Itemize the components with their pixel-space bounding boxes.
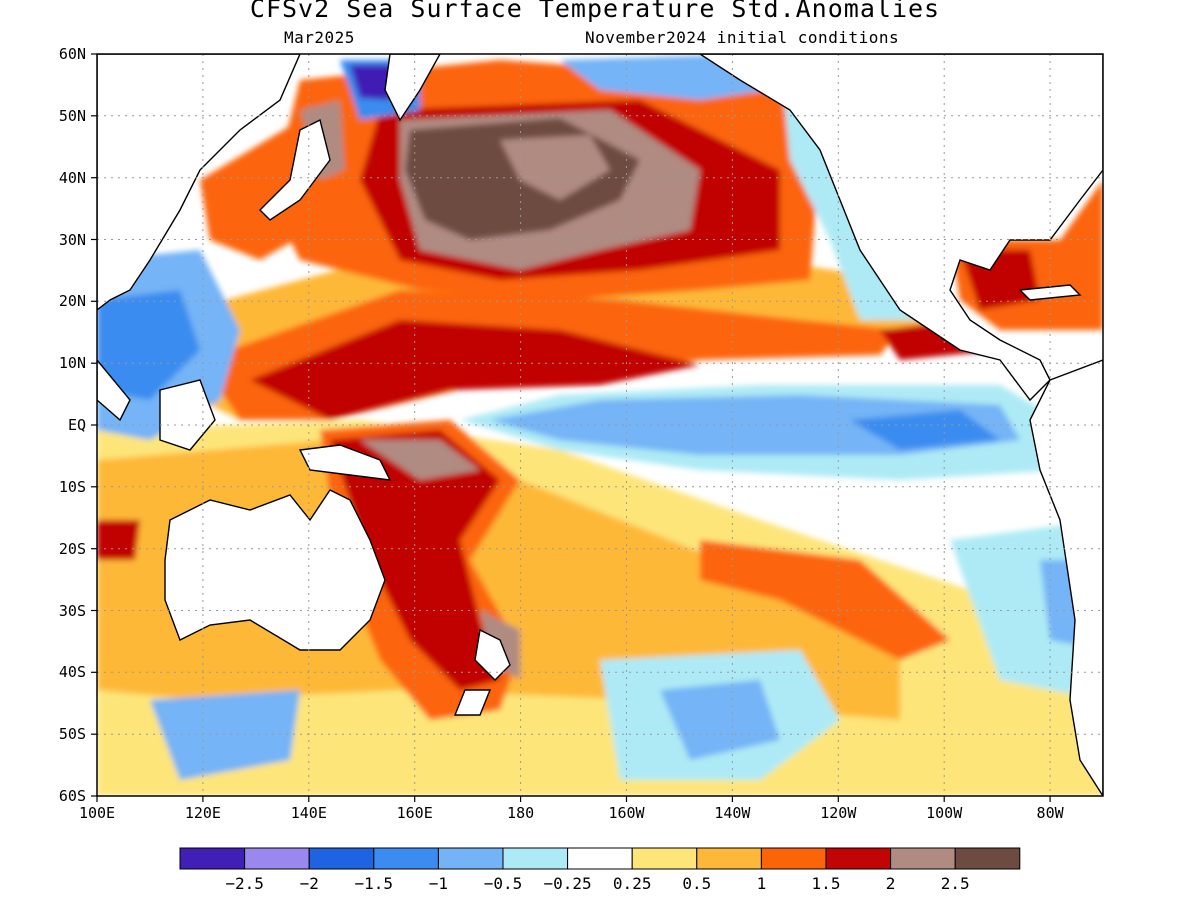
lat-label-30s: 30S xyxy=(59,602,86,620)
colorbar-label: 1.5 xyxy=(812,874,841,893)
colorbar-swatch-5 xyxy=(502,847,569,870)
colorbar-swatch-11 xyxy=(890,847,956,870)
valid-month-label: Mar2025 xyxy=(284,28,355,47)
lon-label-100w: 100W xyxy=(926,804,963,822)
lon-label-100e: 100E xyxy=(79,804,115,822)
colorbar-label: −1.5 xyxy=(355,874,394,893)
map-title: CFSv2 Sea Surface Temperature Std.Anomal… xyxy=(249,0,941,23)
colorbar-label: 2.5 xyxy=(941,874,970,893)
tick-marks xyxy=(91,53,1051,802)
initial-conditions-label: November2024 initial conditions xyxy=(585,28,900,47)
colorbar-label: 0.5 xyxy=(682,874,711,893)
colorbar-swatch-4 xyxy=(437,847,504,870)
lat-label-50s: 50S xyxy=(59,725,86,743)
lon-label-160e: 160E xyxy=(397,804,433,822)
lat-label-eq: EQ xyxy=(68,416,86,434)
colorbar-label: 0.25 xyxy=(613,874,652,893)
lat-label-10s: 10S xyxy=(59,478,86,496)
lat-label-40n: 40N xyxy=(59,169,86,187)
lat-label-60s: 60S xyxy=(59,787,86,805)
colorbar-swatch-8 xyxy=(696,847,762,870)
lat-label-20n: 20N xyxy=(59,292,86,310)
lat-label-30n: 30N xyxy=(59,231,86,249)
lat-label-10n: 10N xyxy=(59,354,86,372)
colorbar-label: −0.5 xyxy=(484,874,523,893)
lon-label-180: 180 xyxy=(507,804,534,822)
colorbar-swatch-7 xyxy=(631,847,698,870)
lon-label-120w: 120W xyxy=(820,804,857,822)
colorbar xyxy=(179,847,1021,870)
colorbar-swatch-6 xyxy=(567,847,633,870)
colorbar-label: −2 xyxy=(300,874,319,893)
colorbar-swatch-10 xyxy=(825,847,892,870)
lon-label-140e: 140E xyxy=(291,804,327,822)
lon-label-120e: 120E xyxy=(185,804,221,822)
lat-label-60n: 60N xyxy=(59,45,86,63)
lat-label-50n: 50N xyxy=(59,107,86,125)
lat-label-40s: 40S xyxy=(59,663,86,681)
colorbar-label: −0.25 xyxy=(544,874,592,893)
anomaly-field xyxy=(97,54,1103,796)
colorbar-label: 1 xyxy=(757,874,767,893)
colorbar-swatch-9 xyxy=(760,847,827,870)
lon-label-160w: 160W xyxy=(608,804,645,822)
lon-label-140w: 140W xyxy=(714,804,751,822)
colorbar-swatch-2 xyxy=(308,847,375,870)
colorbar-swatch-12 xyxy=(954,847,1021,870)
colorbar-swatch-1 xyxy=(244,847,310,870)
lon-label-80w: 80W xyxy=(1037,804,1065,822)
colorbar-label: −2.5 xyxy=(225,874,264,893)
gridlines xyxy=(97,54,1103,796)
lat-label-20s: 20S xyxy=(59,540,86,558)
colorbar-label: −1 xyxy=(429,874,448,893)
colorbar-swatch-3 xyxy=(373,847,439,870)
colorbar-swatch-0 xyxy=(179,847,246,870)
colorbar-label: 2 xyxy=(886,874,896,893)
